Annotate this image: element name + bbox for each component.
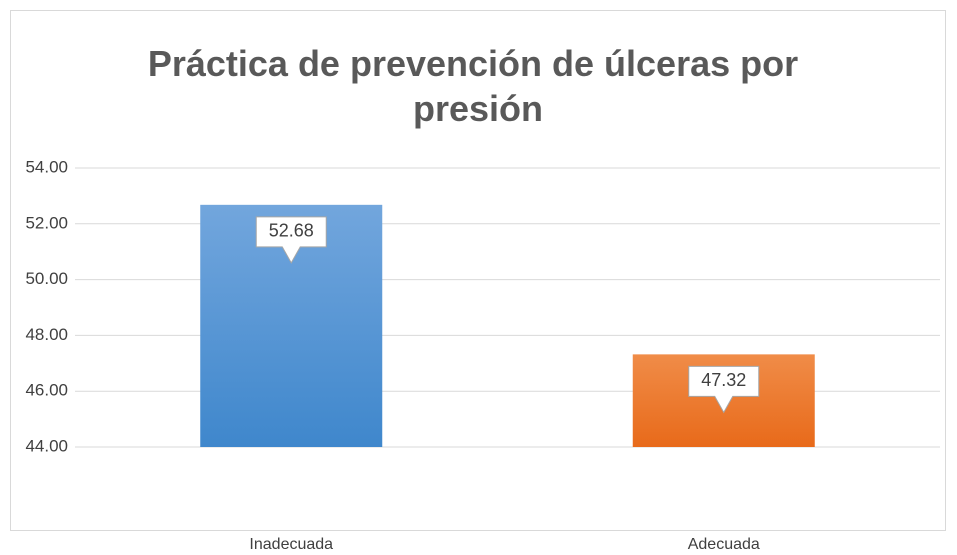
data-label-callout [688, 365, 760, 414]
chart-title: Práctica de prevención de úlceras por pr… [148, 43, 808, 129]
y-tick-label: 52.00 [25, 213, 68, 232]
x-tick-label: Inadecuada [249, 536, 333, 553]
data-label: 47.32 [701, 370, 746, 390]
y-tick-label: 48.00 [25, 325, 68, 344]
title-line: presión [413, 88, 543, 129]
y-tick-label: 50.00 [25, 269, 68, 288]
data-label-callout [255, 216, 327, 264]
y-tick-label: 46.00 [25, 381, 68, 400]
y-tick-label: 44.00 [25, 436, 68, 455]
data-label: 52.68 [269, 221, 314, 241]
y-tick-label: 54.00 [25, 157, 68, 176]
x-tick-label: Adecuada [688, 536, 760, 553]
title-line: Práctica de prevención de úlceras por [148, 43, 798, 84]
